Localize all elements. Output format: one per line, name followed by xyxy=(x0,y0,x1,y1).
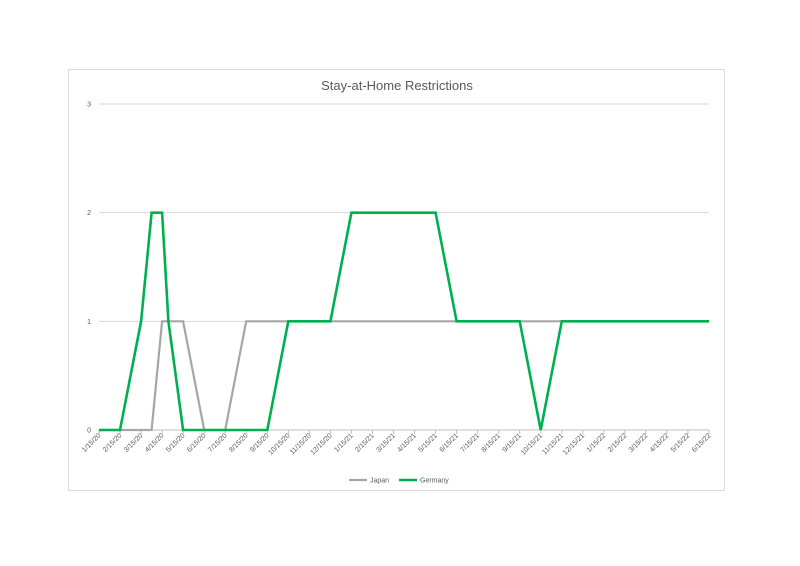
x-tick-label: 5/15/21 xyxy=(417,432,439,454)
legend-label-japan: Japan xyxy=(370,478,389,485)
x-tick-label: 6/15/20 xyxy=(186,432,208,454)
x-tick-label: 1/15/22 xyxy=(586,432,608,454)
series-lines xyxy=(99,211,709,432)
y-tick-label: 2 xyxy=(87,210,91,217)
legend-label-germany: Germany xyxy=(420,478,449,485)
x-tick-label: 5/15/22 xyxy=(670,432,692,454)
x-tick-label: 3/15/21 xyxy=(375,432,397,454)
x-tick-label: 2/15/22 xyxy=(607,432,629,454)
x-axis-ticks: 1/15/20 2/15/20 3/15/20 4/15/20 5/15/20 6/15/… xyxy=(81,432,713,456)
x-tick-label: 12/15/21 xyxy=(562,432,586,456)
x-tick-label: 2/15/20 xyxy=(102,432,124,454)
x-tick-label: 5/15/20 xyxy=(165,432,187,454)
x-tick-label: 8/15/21 xyxy=(481,432,503,454)
x-tick-label: 10/15/20 xyxy=(268,432,292,456)
x-tick-label: 1/15/20 xyxy=(81,432,103,454)
series-line-japan xyxy=(99,320,709,432)
x-tick-label: 7/15/20 xyxy=(207,432,229,454)
y-tick-label: 3 xyxy=(87,102,91,109)
x-tick-label: 2/15/21 xyxy=(354,432,376,454)
x-tick-label: 10/15/21 xyxy=(520,432,544,456)
x-tick-label: 6/15/22 xyxy=(691,432,713,454)
x-tick-label: 12/15/20 xyxy=(310,432,334,456)
x-tick-label: 7/15/21 xyxy=(460,432,482,454)
y-tick-label: 1 xyxy=(87,319,91,326)
chart-title: Stay-at-Home Restrictions xyxy=(321,78,473,93)
y-axis-ticks: 0 1 2 3 xyxy=(87,102,91,435)
x-tick-label: 3/15/20 xyxy=(123,432,145,454)
x-tick-label: 3/15/22 xyxy=(628,432,650,454)
x-tick-label: 8/15/20 xyxy=(228,432,250,454)
x-tick-label: 4/15/22 xyxy=(649,432,671,454)
x-tick-label: 4/15/20 xyxy=(144,432,166,454)
y-tick-label: 0 xyxy=(87,428,91,435)
legend: Japan Germany xyxy=(349,478,449,485)
series-line-germany xyxy=(99,211,709,432)
x-tick-label: 6/15/21 xyxy=(439,432,461,454)
x-tick-label: 4/15/21 xyxy=(396,432,418,454)
x-tick-label: 1/15/21 xyxy=(333,432,355,454)
